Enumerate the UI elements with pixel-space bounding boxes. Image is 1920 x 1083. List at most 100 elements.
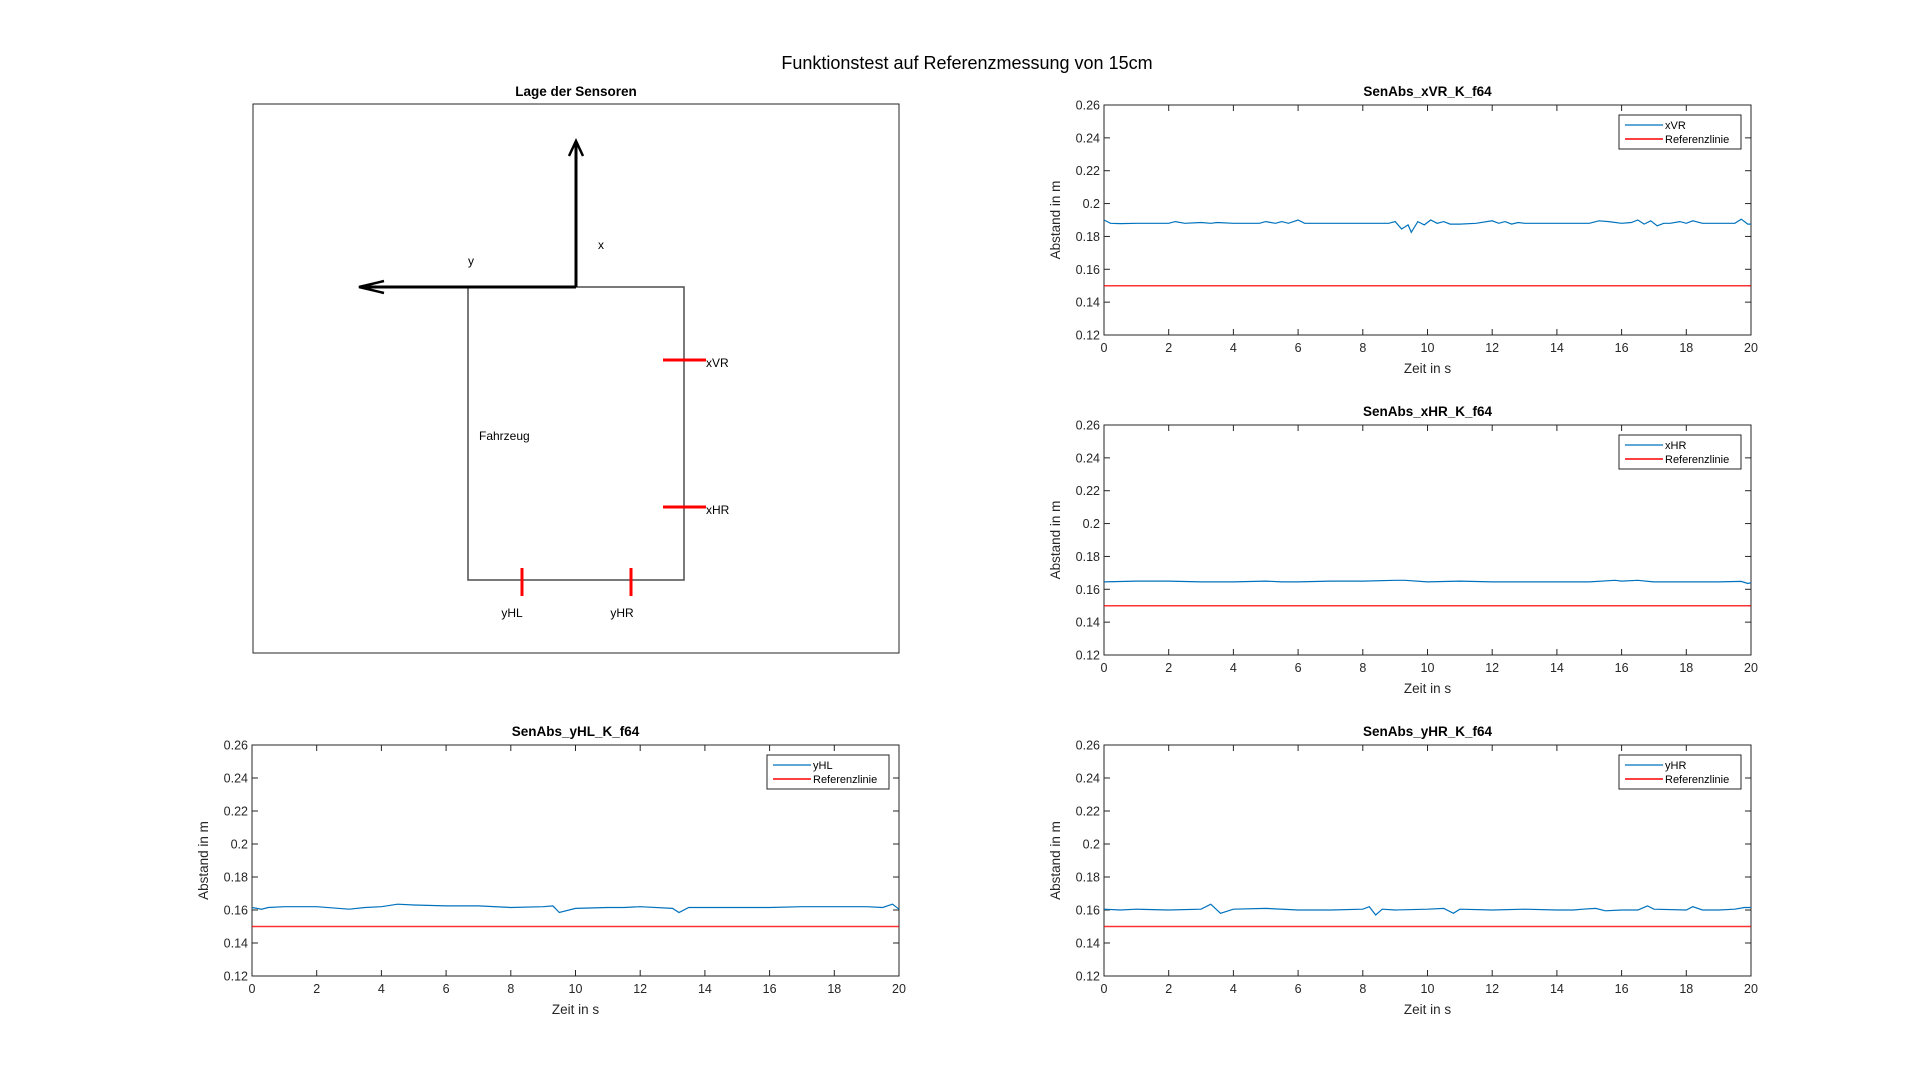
x-tick-label: 6	[1295, 661, 1302, 675]
y-tick-label: 0.24	[224, 772, 248, 786]
x-tick-label: 18	[1679, 341, 1693, 355]
x-tick-label: 10	[569, 982, 583, 996]
y-tick-label: 0.22	[1076, 805, 1100, 819]
y-tick-label: 0.2	[1083, 838, 1100, 852]
y-axis-label: Abstand in m	[196, 821, 211, 900]
legend-box	[1618, 754, 1742, 790]
x-tick-label: 4	[1230, 661, 1237, 675]
x-tick-label: 16	[1615, 341, 1629, 355]
x-axis-label: Zeit in s	[1404, 1002, 1452, 1017]
y-tick-label: 0.24	[1076, 772, 1100, 786]
x-tick-label: 8	[507, 982, 514, 996]
y-axis-label: Abstand in m	[1048, 501, 1063, 580]
legend-entry-label: xVR	[1665, 120, 1686, 132]
y-tick-label: 0.12	[1076, 649, 1100, 663]
x-tick-label: 2	[1165, 661, 1172, 675]
x-tick-label: 12	[1485, 661, 1499, 675]
x-tick-label: 14	[698, 982, 712, 996]
y-tick-label: 0.26	[1076, 739, 1100, 753]
x-tick-label: 18	[1679, 982, 1693, 996]
x-tick-label: 0	[1101, 341, 1108, 355]
chart-yHL: SenAbs_yHL_K_f64 0 2 4 6 8 10 12 14 16 18 20 0.12 0.1…	[196, 724, 906, 1017]
legend-entry-label: Referenzlinie	[1665, 454, 1729, 466]
y-tick-label: 0.24	[1076, 131, 1100, 145]
sensor-yHR-label: yHR	[610, 606, 634, 620]
y-tick-label: 0.26	[224, 739, 248, 753]
chart-title: SenAbs_xHR_K_f64	[1363, 404, 1493, 419]
x-tick-label: 8	[1359, 661, 1366, 675]
x-axis-arrowhead-icon	[567, 138, 585, 157]
y-tick-label: 0.12	[1076, 970, 1100, 984]
x-tick-label: 2	[1165, 982, 1172, 996]
x-tick-label: 0	[249, 982, 256, 996]
series-line-xhr	[1104, 579, 1751, 585]
legend-box	[1618, 434, 1742, 470]
chart-xHR: SenAbs_xHR_K_f64 0 2 4 6 8 10 12 14 16 18 20 0.12 0.1…	[1048, 404, 1758, 696]
y-tick-label: 0.16	[224, 904, 248, 918]
legend-entry-label: Referenzlinie	[1665, 134, 1729, 146]
x-tick-label: 14	[1550, 982, 1564, 996]
y-tick-label: 0.18	[1076, 550, 1100, 564]
y-tick-label: 0.14	[1076, 616, 1100, 630]
legend: xHR Referenzlinie	[1618, 434, 1742, 470]
y-axis-arrowhead-icon	[358, 279, 385, 295]
chart-title: SenAbs_xVR_K_f64	[1363, 84, 1492, 99]
x-tick-label: 0	[1101, 661, 1108, 675]
x-tick-label: 12	[1485, 982, 1499, 996]
y-tick-label: 0.22	[1076, 164, 1100, 178]
chart-title: SenAbs_yHL_K_f64	[512, 724, 640, 739]
y-tick-label: 0.16	[1076, 904, 1100, 918]
legend-box	[766, 754, 890, 790]
x-tick-label: 14	[1550, 341, 1564, 355]
x-tick-label: 16	[1615, 661, 1629, 675]
y-axis-label: Abstand in m	[1048, 821, 1063, 900]
sensor-layout-diagram: Lage der Sensoren Fahrzeug x y xVR xHR y…	[252, 84, 900, 654]
x-tick-label: 16	[763, 982, 777, 996]
x-tick-label: 6	[443, 982, 450, 996]
x-tick-label: 20	[1744, 661, 1758, 675]
chart-xVR: SenAbs_xVR_K_f64 0 2 4 6 8 10 12 14 16 18 20 0.12 0.1…	[1048, 84, 1758, 376]
figure-suptitle: Funktionstest auf Referenzmessung von 15…	[781, 53, 1152, 73]
x-axis-label: x	[598, 238, 604, 252]
legend-entry-label: Referenzlinie	[1665, 774, 1729, 786]
series-line-yhr	[1104, 903, 1751, 916]
y-tick-label: 0.18	[1076, 871, 1100, 885]
x-tick-label: 0	[1101, 982, 1108, 996]
sensor-yHL-label: yHL	[501, 606, 523, 620]
y-tick-label: 0.12	[1076, 329, 1100, 343]
x-tick-label: 8	[1359, 341, 1366, 355]
y-tick-label: 0.18	[1076, 230, 1100, 244]
x-tick-label: 18	[827, 982, 841, 996]
series-line-yhl	[252, 903, 899, 914]
y-tick-label: 0.26	[1076, 419, 1100, 433]
sensor-xHR-label: xHR	[706, 503, 730, 517]
x-tick-label: 2	[1165, 341, 1172, 355]
y-tick-label: 0.22	[224, 805, 248, 819]
sensor-xVR-label: xVR	[706, 356, 729, 370]
x-tick-label: 20	[892, 982, 906, 996]
x-tick-label: 8	[1359, 982, 1366, 996]
x-tick-label: 12	[1485, 341, 1499, 355]
legend-box	[1618, 114, 1742, 150]
y-tick-label: 0.14	[1076, 296, 1100, 310]
x-tick-label: 6	[1295, 341, 1302, 355]
legend-entry-label: xHR	[1665, 440, 1686, 452]
y-tick-label: 0.22	[1076, 484, 1100, 498]
y-tick-label: 0.24	[1076, 451, 1100, 465]
y-tick-label: 0.2	[1083, 197, 1100, 211]
x-tick-label: 12	[633, 982, 647, 996]
legend: yHL Referenzlinie	[766, 754, 890, 790]
x-tick-label: 20	[1744, 341, 1758, 355]
y-tick-label: 0.16	[1076, 583, 1100, 597]
x-tick-label: 10	[1421, 982, 1435, 996]
x-tick-label: 14	[1550, 661, 1564, 675]
x-tick-label: 20	[1744, 982, 1758, 996]
y-tick-label: 0.18	[224, 871, 248, 885]
series-line-xvr	[1104, 218, 1751, 234]
y-axis-label: Abstand in m	[1048, 181, 1063, 260]
x-tick-label: 10	[1421, 341, 1435, 355]
y-tick-label: 0.2	[231, 838, 248, 852]
legend-entry-label: Referenzlinie	[813, 774, 877, 786]
y-tick-label: 0.26	[1076, 99, 1100, 113]
x-tick-label: 6	[1295, 982, 1302, 996]
